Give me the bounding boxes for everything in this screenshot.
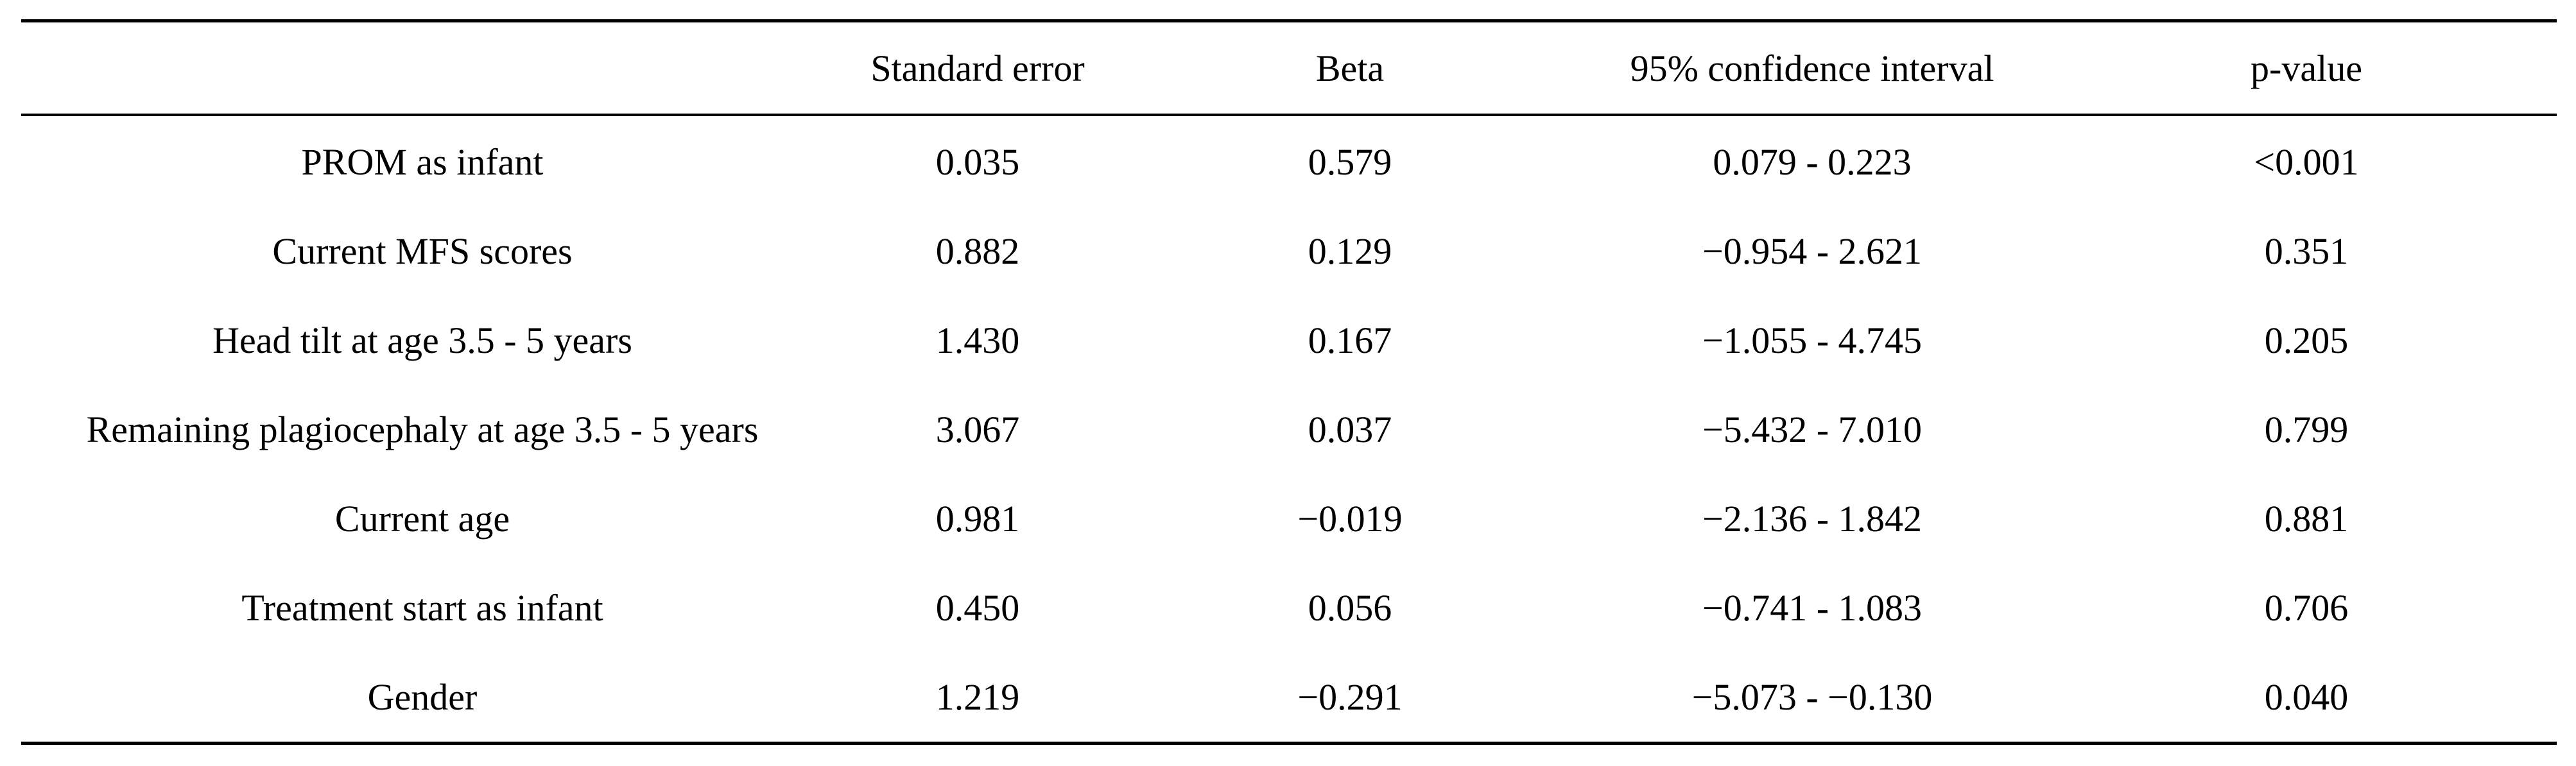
row-standard-error: 3.067 xyxy=(935,409,1020,450)
row-standard-error: 0.981 xyxy=(935,498,1020,540)
row-variable: Head tilt at age 3.5 - 5 years xyxy=(212,319,632,361)
regression-table: Standard error Beta 95% confidence inter… xyxy=(21,19,2557,745)
row-variable: Current MFS scores xyxy=(272,230,573,272)
header-row: Standard error Beta 95% confidence inter… xyxy=(21,22,2557,114)
table-row: Current MFS scores 0.882 0.129 −0.954 - … xyxy=(21,207,2557,296)
row-beta: −0.291 xyxy=(1297,676,1403,718)
row-confidence-interval: 0.079 - 0.223 xyxy=(1713,141,1912,183)
row-variable: Treatment start as infant xyxy=(241,587,603,629)
table-row: Current age 0.981 −0.019 −2.136 - 1.842 … xyxy=(21,474,2557,563)
table-row: Head tilt at age 3.5 - 5 years 1.430 0.1… xyxy=(21,296,2557,385)
row-confidence-interval: −5.432 - 7.010 xyxy=(1702,409,1923,450)
row-beta: 0.129 xyxy=(1308,230,1392,272)
bottom-rule xyxy=(21,742,2557,745)
row-variable: Remaining plagiocephaly at age 3.5 - 5 y… xyxy=(86,409,759,450)
header-beta: Beta xyxy=(1315,47,1385,89)
table-body: PROM as infant 0.035 0.579 0.079 - 0.223… xyxy=(21,116,2557,742)
row-beta: 0.056 xyxy=(1308,587,1392,629)
row-p-value: 0.881 xyxy=(2264,498,2349,540)
row-p-value: 0.799 xyxy=(2264,409,2349,450)
header-rule xyxy=(21,114,2557,116)
table-row: PROM as infant 0.035 0.579 0.079 - 0.223… xyxy=(21,116,2557,207)
row-beta: 0.037 xyxy=(1308,409,1392,450)
row-confidence-interval: −5.073 - −0.130 xyxy=(1691,676,1933,718)
table-row: Treatment start as infant 0.450 0.056 −0… xyxy=(21,563,2557,652)
header-confidence-interval: 95% confidence interval xyxy=(1630,47,1994,89)
row-p-value: 0.040 xyxy=(2264,676,2349,718)
table-row: Gender 1.219 −0.291 −5.073 - −0.130 0.04… xyxy=(21,652,2557,742)
row-variable: Current age xyxy=(334,498,510,540)
row-confidence-interval: −0.954 - 2.621 xyxy=(1702,230,1923,272)
header-variable xyxy=(21,22,824,114)
row-p-value: 0.351 xyxy=(2264,230,2349,272)
stats-table-body: PROM as infant 0.035 0.579 0.079 - 0.223… xyxy=(21,116,2557,742)
row-standard-error: 0.035 xyxy=(935,141,1020,183)
row-standard-error: 1.219 xyxy=(935,676,1020,718)
row-standard-error: 1.430 xyxy=(935,319,1020,361)
row-p-value: <0.001 xyxy=(2254,141,2359,183)
row-p-value: 0.205 xyxy=(2264,319,2349,361)
table-row: Remaining plagiocephaly at age 3.5 - 5 y… xyxy=(21,385,2557,474)
table-header: Standard error Beta 95% confidence inter… xyxy=(21,22,2557,114)
row-confidence-interval: −1.055 - 4.745 xyxy=(1702,319,1923,361)
row-standard-error: 0.882 xyxy=(935,230,1020,272)
top-rule xyxy=(21,19,2557,22)
header-standard-error: Standard error xyxy=(870,47,1085,89)
row-confidence-interval: −0.741 - 1.083 xyxy=(1702,587,1923,629)
row-standard-error: 0.450 xyxy=(935,587,1020,629)
row-beta: 0.167 xyxy=(1308,319,1392,361)
row-p-value: 0.706 xyxy=(2264,587,2349,629)
stats-table: Standard error Beta 95% confidence inter… xyxy=(21,22,2557,114)
header-p-value: p-value xyxy=(2251,47,2362,89)
row-beta: 0.579 xyxy=(1308,141,1392,183)
row-beta: −0.019 xyxy=(1297,498,1403,540)
row-variable: PROM as infant xyxy=(301,141,544,183)
row-confidence-interval: −2.136 - 1.842 xyxy=(1702,498,1923,540)
row-variable: Gender xyxy=(367,676,478,718)
